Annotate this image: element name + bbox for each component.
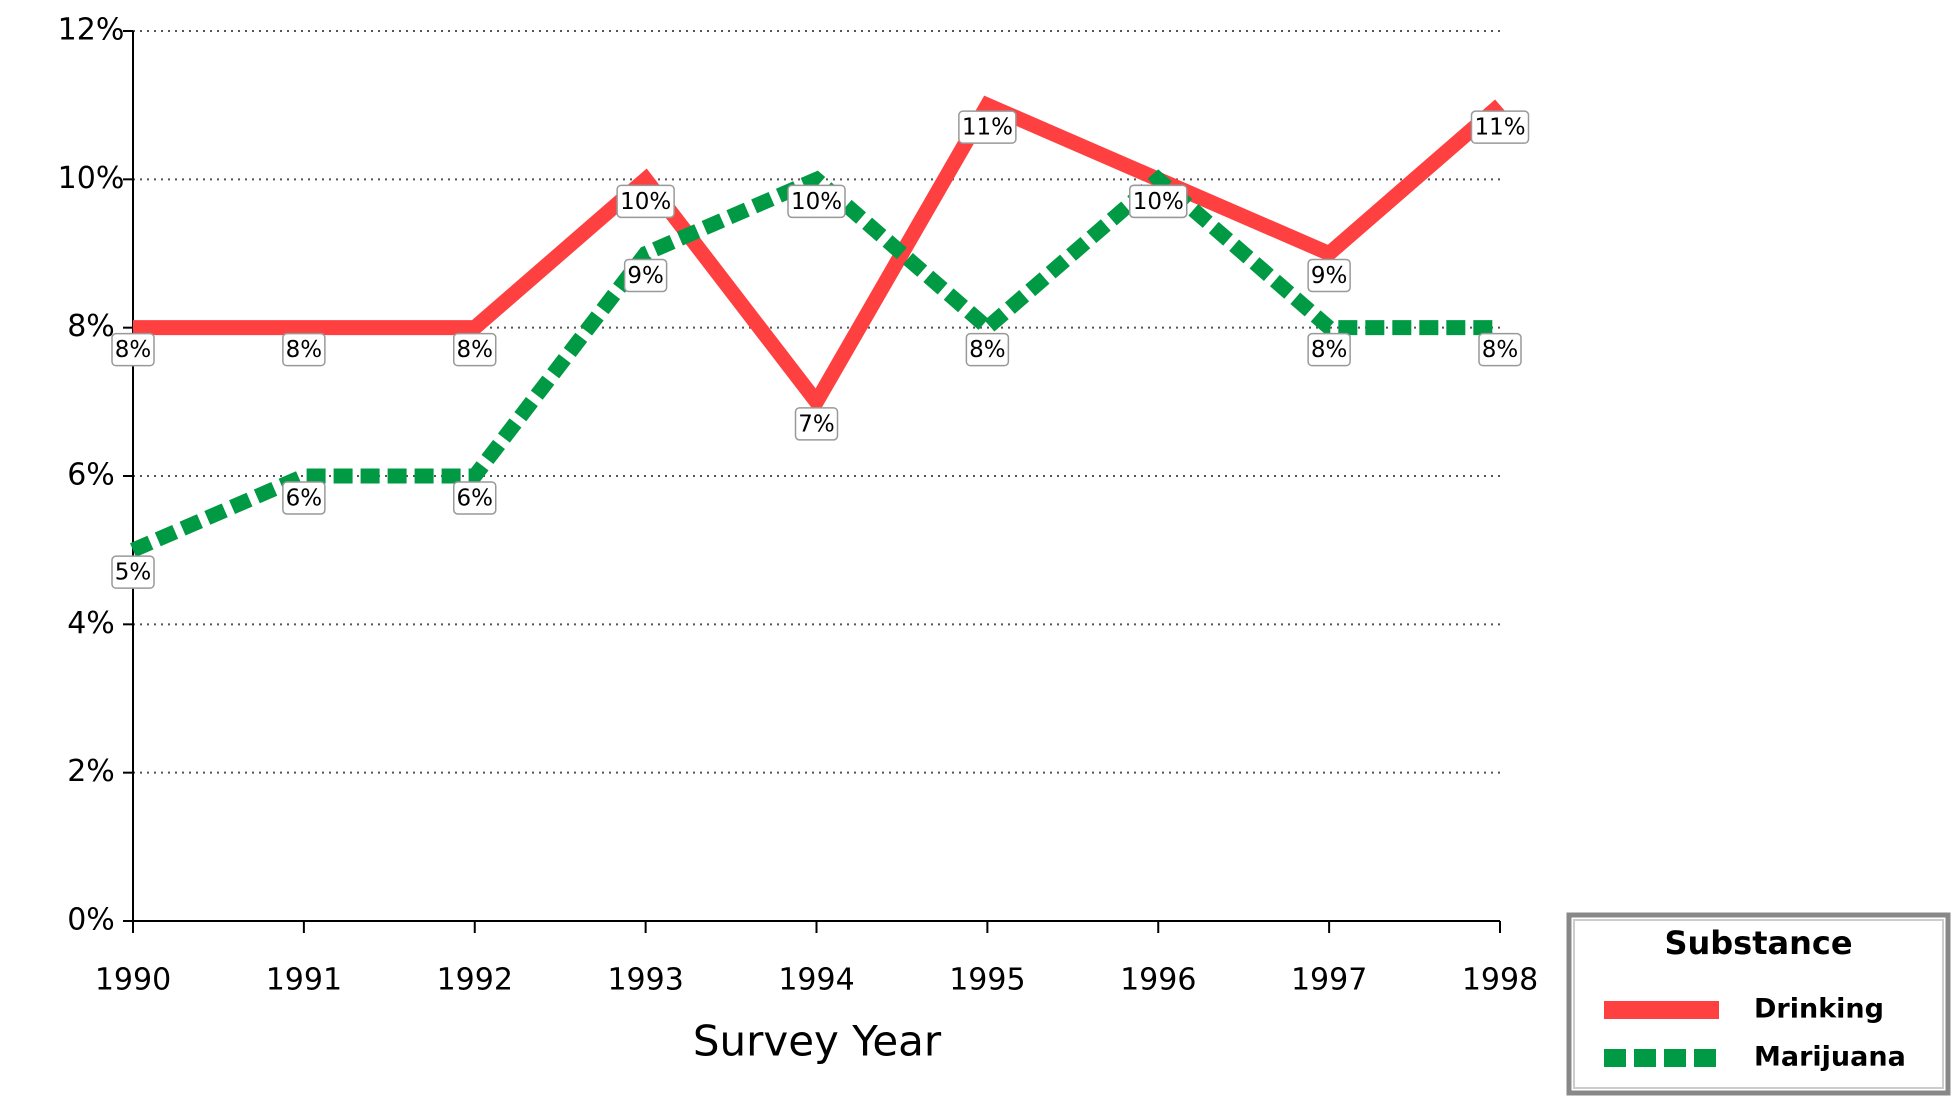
data-label-text: 8%	[115, 337, 152, 363]
data-label: 9%	[1307, 258, 1351, 293]
x-tick-label: 1993	[607, 963, 683, 998]
series-line	[130, 169, 1500, 558]
data-label-box	[787, 184, 846, 219]
data-label-box	[111, 555, 155, 589]
data-label: 10%	[787, 184, 846, 219]
data-label-box	[1478, 332, 1522, 367]
data-label-box	[958, 110, 1017, 144]
legend: Substance Drinking Marijuana	[1566, 912, 1951, 1096]
data-label-box	[1129, 184, 1188, 219]
legend-title: Substance	[1664, 924, 1852, 962]
data-label-box	[453, 332, 497, 367]
data-label: 8%	[453, 332, 497, 367]
x-tick-label: 1992	[437, 963, 513, 998]
x-axis-title: Survey Year	[693, 1017, 942, 1066]
data-label-text: 10%	[1133, 189, 1184, 215]
data-label-text: 9%	[1311, 263, 1348, 289]
data-label: 10%	[616, 184, 675, 219]
x-tick-label: 1998	[1462, 963, 1538, 998]
data-label-box	[1307, 332, 1351, 367]
x-tick-label: 1994	[778, 963, 854, 998]
data-label: 5%	[111, 555, 155, 589]
data-label: 8%	[965, 332, 1010, 367]
data-label: 9%	[623, 258, 668, 293]
data-label-text: 9%	[627, 263, 664, 289]
data-label-text: 10%	[791, 189, 842, 215]
y-tick-label: 6%	[67, 458, 115, 493]
y-tick-label: 0%	[67, 903, 115, 938]
data-label-box	[965, 332, 1010, 367]
data-label-text: 6%	[286, 486, 323, 512]
data-label-box	[111, 332, 155, 367]
data-label-text: 11%	[962, 115, 1013, 141]
legend-label: Marijuana	[1754, 1042, 1906, 1073]
y-tick-label: 8%	[67, 309, 115, 344]
data-label: 8%	[111, 332, 155, 367]
data-label-text: 8%	[1311, 337, 1348, 363]
data-label: 8%	[282, 332, 326, 367]
data-label-box	[453, 481, 497, 515]
legend-label: Drinking	[1754, 994, 1884, 1025]
data-label-text: 11%	[1474, 115, 1525, 141]
legend-inner	[1573, 919, 1944, 1089]
x-tick-label: 1990	[95, 963, 171, 998]
x-tick-label: 1997	[1291, 963, 1367, 998]
data-label: 6%	[282, 481, 326, 515]
data-label: 7%	[794, 407, 839, 441]
data-label-box	[616, 184, 675, 219]
y-tick-label: 2%	[67, 754, 115, 789]
data-label: 11%	[958, 110, 1017, 144]
data-label: 11%	[1470, 110, 1530, 144]
data-label-box	[794, 407, 839, 441]
data-label: 8%	[1478, 332, 1522, 367]
y-tick-label: 4%	[67, 606, 115, 641]
y-tick-label: 12%	[58, 13, 125, 48]
y-tick-label: 10%	[58, 161, 125, 196]
data-label-box	[623, 258, 668, 293]
data-label-text: 8%	[1482, 337, 1519, 363]
data-label: 6%	[453, 481, 497, 515]
data-label-text: 10%	[620, 189, 671, 215]
x-tick-label: 1991	[266, 963, 342, 998]
data-label-text: 8%	[286, 337, 323, 363]
data-label-box	[1470, 110, 1530, 144]
data-label: 10%	[1129, 184, 1188, 219]
x-tick-label: 1996	[1120, 963, 1196, 998]
data-label-text: 6%	[457, 486, 494, 512]
data-label: 8%	[1307, 332, 1351, 367]
data-label-box	[282, 481, 326, 515]
x-tick-label: 1995	[949, 963, 1025, 998]
data-label-text: 8%	[457, 337, 494, 363]
series-line	[133, 95, 1505, 416]
data-label-text: 7%	[798, 411, 835, 437]
data-label-box	[282, 332, 326, 367]
data-label-text: 5%	[115, 560, 152, 586]
data-label-text: 8%	[969, 337, 1006, 363]
data-label-box	[1307, 258, 1351, 293]
